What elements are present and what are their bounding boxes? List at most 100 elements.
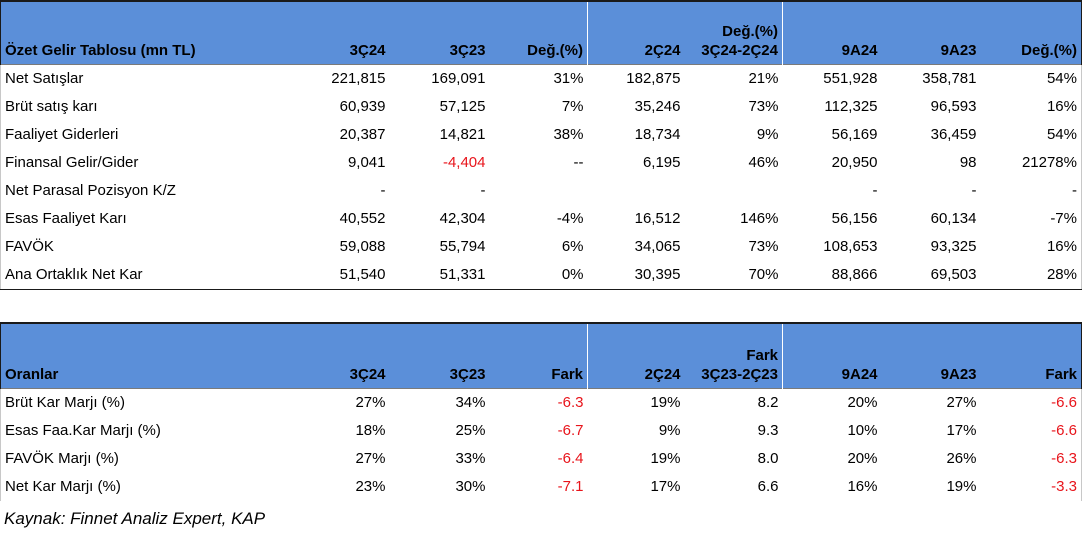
table-cell: 33% xyxy=(455,450,486,467)
table-cell: -6.4 xyxy=(557,450,584,467)
table-cell: 56,156 xyxy=(831,210,878,227)
table-cell: 69,503 xyxy=(881,261,981,290)
table-cell: 551,928 xyxy=(782,64,882,93)
table-cell: 55,794 xyxy=(439,238,486,255)
table-cell: 93,325 xyxy=(930,238,977,255)
table-cell: 6% xyxy=(561,238,584,255)
table-cell: -7.1 xyxy=(557,478,584,495)
column-header: 2Ç24 xyxy=(587,0,685,65)
table-cell: 57,125 xyxy=(439,98,486,115)
column-header: Fark xyxy=(980,322,1082,389)
table-cell: - xyxy=(980,177,1082,205)
table-cell: 14,821 xyxy=(439,126,486,143)
table-cell: 16% xyxy=(847,478,878,495)
table-cell xyxy=(588,177,685,205)
table-cell: 9.3 xyxy=(757,422,779,439)
table-cell: 19% xyxy=(650,450,681,467)
row-label: FAVÖK Marjı (%) xyxy=(0,445,290,473)
table-cell: 18% xyxy=(355,422,386,439)
table-row: FAVÖK Marjı (%) 27% 33% -6.4 19% 8.0 20% 26% -6.… xyxy=(0,445,1082,473)
table-cell: 221,815 xyxy=(289,64,390,93)
table-cell: 182,875 xyxy=(587,64,685,93)
table-cell: 146% xyxy=(740,210,779,227)
table-cell: 17% xyxy=(650,478,681,495)
column-header: Oranlar xyxy=(0,322,290,389)
table-cell: 34,065 xyxy=(634,238,681,255)
table-cell: - xyxy=(872,182,878,199)
table-cell: 0% xyxy=(489,261,588,290)
column-header: Değ.(%) 3Ç24-2Ç24 xyxy=(684,0,783,65)
table-cell xyxy=(685,177,783,205)
table-cell: 25% xyxy=(455,422,486,439)
row-label: Ana Ortaklık Net Kar xyxy=(0,261,290,290)
table-cell: 16,512 xyxy=(634,210,681,227)
table-cell: 17% xyxy=(946,422,977,439)
table-cell: 23% xyxy=(355,478,386,495)
table-cell: 60,939 xyxy=(339,98,386,115)
income-header-row: Özet Gelir Tablosu (mn TL) 3Ç24 3Ç23 Değ… xyxy=(0,0,1082,65)
ratios-header-row: Oranlar 3Ç24 3Ç23 Fark 2Ç24 Fark 3Ç23-2Ç… xyxy=(0,322,1082,389)
table-cell: 70% xyxy=(684,261,783,290)
table-cell: 96,593 xyxy=(930,98,977,115)
source-note: Kaynak: Finnet Analiz Expert, KAP xyxy=(4,509,266,528)
table-cell: 26% xyxy=(946,450,977,467)
table-row: Net Satışlar 221,815 169,091 31% 182,875 21% 5… xyxy=(0,64,1082,93)
table-cell: 36,459 xyxy=(930,126,977,143)
table-cell: -6.6 xyxy=(980,388,1082,417)
table-cell: 34% xyxy=(389,388,490,417)
row-label: Finansal Gelir/Gider xyxy=(0,149,290,177)
table-cell: 6,195 xyxy=(642,154,681,171)
table-cell: 19% xyxy=(587,388,685,417)
table-row: Esas Faa.Kar Marjı (%) 18% 25% -6.7 9% 9.3 10%… xyxy=(0,417,1082,445)
row-label: Net Parasal Pozisyon K/Z xyxy=(0,177,290,205)
table-cell: 21278% xyxy=(980,149,1082,177)
table-cell: 20,950 xyxy=(831,154,878,171)
table-cell: 19% xyxy=(946,478,977,495)
table-cell: 51,331 xyxy=(389,261,490,290)
table-cell: - xyxy=(480,182,486,199)
table-row: Net Kar Marjı (%) 23% 30% -7.1 17% 6.6 16% 19% -… xyxy=(0,473,1082,501)
table-cell: 28% xyxy=(980,261,1082,290)
column-header: Fark xyxy=(489,322,588,389)
table-cell: -- xyxy=(573,154,584,171)
table-cell: 108,653 xyxy=(823,238,878,255)
table-cell: -3.3 xyxy=(980,473,1082,501)
table-cell: 54% xyxy=(980,64,1082,93)
table-cell: 21% xyxy=(684,64,783,93)
column-header: 3Ç23 xyxy=(389,0,490,65)
table-cell: 6.6 xyxy=(757,478,779,495)
table-cell: 30% xyxy=(455,478,486,495)
table-cell: -4% xyxy=(556,210,584,227)
table-cell: 73% xyxy=(748,238,779,255)
table-cell: 60,134 xyxy=(930,210,977,227)
ratios-table: Oranlar 3Ç24 3Ç23 Fark 2Ç24 Fark 3Ç23-2Ç… xyxy=(0,322,1082,501)
table-cell: 8.2 xyxy=(684,388,783,417)
column-header: Değ.(%) xyxy=(980,0,1082,65)
table-row: FAVÖK 59,088 55,794 6% 34,065 73% 108,653 93,32… xyxy=(0,233,1082,261)
table-cell: -7% xyxy=(980,205,1082,233)
table-row: Ana Ortaklık Net Kar 51,540 51,331 0% 30,395… xyxy=(0,261,1082,290)
table-cell: -4,404 xyxy=(442,154,486,171)
table-cell: 38% xyxy=(553,126,584,143)
table-cell: 10% xyxy=(847,422,878,439)
row-label: Net Kar Marjı (%) xyxy=(0,473,290,501)
row-label: Faaliyet Giderleri xyxy=(0,121,290,149)
table-cell: 9,041 xyxy=(347,154,386,171)
table-cell: 9% xyxy=(658,422,681,439)
row-label: FAVÖK xyxy=(0,233,290,261)
table-cell: 8.0 xyxy=(757,450,779,467)
table-cell: 40,552 xyxy=(339,210,386,227)
table-cell: -6.6 xyxy=(980,417,1082,445)
column-header: Özet Gelir Tablosu (mn TL) xyxy=(0,0,290,65)
table-row: Net Parasal Pozisyon K/Z - - - - - xyxy=(0,177,1082,205)
table-cell: 73% xyxy=(748,98,779,115)
table-cell: 27% xyxy=(289,388,390,417)
table-cell: 358,781 xyxy=(881,64,981,93)
column-header: 2Ç24 xyxy=(587,322,685,389)
row-label: Esas Faa.Kar Marjı (%) xyxy=(0,417,290,445)
table-cell: -6.3 xyxy=(980,445,1082,473)
table-cell: 9% xyxy=(756,126,779,143)
table-cell: 16% xyxy=(980,93,1082,121)
table-cell: 46% xyxy=(748,154,779,171)
table-cell: 88,866 xyxy=(782,261,882,290)
